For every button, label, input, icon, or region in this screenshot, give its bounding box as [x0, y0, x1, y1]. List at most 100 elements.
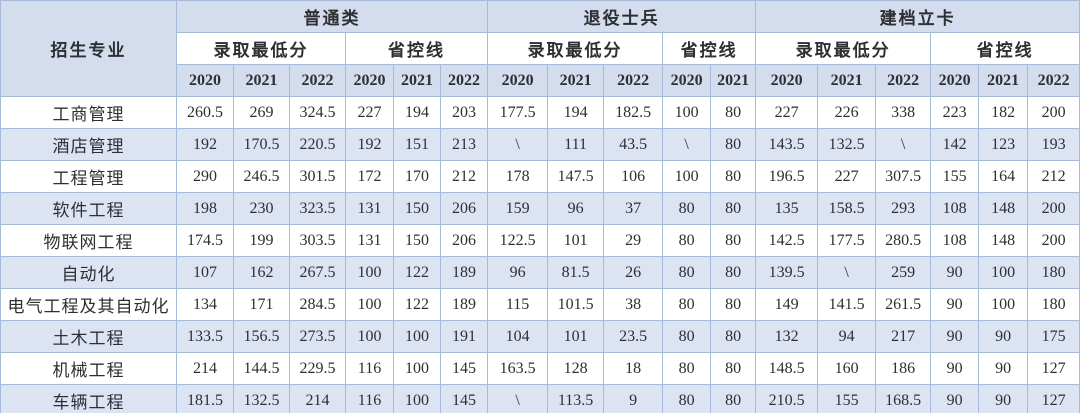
- score-cell: 160: [817, 352, 877, 385]
- score-cell: 180: [1027, 256, 1080, 289]
- score-cell: 90: [978, 352, 1029, 385]
- score-cell: 267.5: [289, 256, 346, 289]
- score-cell: 180: [1027, 288, 1080, 321]
- score-cell: 101.5: [547, 288, 605, 321]
- score-cell: 80: [662, 384, 712, 413]
- year-header: 2022: [439, 64, 489, 97]
- score-cell: 43.5: [603, 128, 664, 161]
- major-cell: 电气工程及其自动化: [0, 288, 177, 321]
- score-cell: 227: [345, 96, 394, 129]
- score-cell: 220.5: [289, 128, 346, 161]
- score-cell: 80: [662, 288, 712, 321]
- score-cell: 80: [710, 96, 757, 129]
- score-cell: 206: [439, 224, 489, 257]
- score-cell: \: [817, 256, 877, 289]
- score-cell: 143.5: [755, 128, 819, 161]
- table-row: 酒店管理 192 170.5 220.5 192 151 213 \ 111 43.5 \ 80 143…: [0, 128, 1080, 161]
- score-cell: 150: [393, 192, 441, 225]
- table-row: 工程管理 290 246.5 301.5 172 170 212 178 147.5 106 100…: [0, 160, 1080, 193]
- score-cell: 80: [710, 320, 757, 353]
- score-cell: 155: [930, 160, 980, 193]
- score-cell: 181.5: [176, 384, 234, 413]
- subheader-min-score: 录取最低分: [487, 32, 664, 65]
- score-cell: 131: [345, 224, 394, 257]
- score-cell: 148: [978, 224, 1029, 257]
- score-cell: 199: [233, 224, 290, 257]
- score-cell: 90: [978, 384, 1029, 413]
- score-cell: 115: [487, 288, 549, 321]
- score-cell: 223: [930, 96, 980, 129]
- score-cell: 141.5: [817, 288, 877, 321]
- major-cell: 工程管理: [0, 160, 177, 193]
- score-cell: 212: [439, 160, 489, 193]
- score-cell: 37: [603, 192, 664, 225]
- score-cell: 80: [710, 288, 757, 321]
- score-cell: 307.5: [875, 160, 932, 193]
- year-header: 2020: [930, 64, 980, 97]
- score-cell: 23.5: [603, 320, 664, 353]
- score-cell: 230: [233, 192, 290, 225]
- score-cell: 214: [176, 352, 234, 385]
- group-header-general: 普通类: [175, 0, 489, 33]
- score-cell: 80: [710, 256, 757, 289]
- score-cell: 246.5: [233, 160, 290, 193]
- year-header-row: 2020 2021 2022 2020 2021 2022 2020 2021 …: [1, 64, 1080, 97]
- score-cell: 90: [930, 384, 980, 413]
- score-cell: 172: [345, 160, 394, 193]
- score-cell: 158.5: [817, 192, 877, 225]
- subheader-control-line: 省控线: [930, 32, 1080, 65]
- year-header: 2022: [603, 64, 664, 97]
- score-cell: 214: [289, 384, 346, 413]
- score-cell: 107: [176, 256, 234, 289]
- score-cell: 156.5: [233, 320, 290, 353]
- score-cell: 100: [393, 320, 441, 353]
- score-cell: 338: [875, 96, 932, 129]
- score-cell: 80: [662, 256, 712, 289]
- score-cell: 90: [978, 320, 1029, 353]
- score-cell: 170: [393, 160, 441, 193]
- score-cell: 261.5: [875, 288, 932, 321]
- score-cell: 193: [1027, 128, 1080, 161]
- year-header: 2022: [1027, 64, 1080, 97]
- score-cell: 273.5: [289, 320, 346, 353]
- score-cell: 90: [930, 320, 980, 353]
- score-cell: 269: [233, 96, 290, 129]
- score-cell: 227: [817, 160, 877, 193]
- score-cell: 96: [547, 192, 605, 225]
- score-cell: 178: [487, 160, 549, 193]
- score-cell: 127: [1027, 352, 1080, 385]
- score-cell: 142.5: [755, 224, 819, 257]
- score-cell: 26: [603, 256, 664, 289]
- major-cell: 自动化: [0, 256, 177, 289]
- score-cell: 210.5: [755, 384, 819, 413]
- table-row: 物联网工程 174.5 199 303.5 131 150 206 122.5 101 29 80 8…: [0, 224, 1080, 257]
- score-cell: 290: [176, 160, 234, 193]
- year-header: 2020: [755, 64, 819, 97]
- score-cell: 100: [345, 256, 394, 289]
- score-cell: 135: [755, 192, 819, 225]
- score-cell: 100: [345, 288, 394, 321]
- year-header: 2021: [547, 64, 605, 97]
- subheader-row: 录取最低分 省控线 录取最低分 省控线 录取最低分 省控线: [1, 32, 1080, 65]
- score-cell: 284.5: [289, 288, 346, 321]
- table-row: 土木工程 133.5 156.5 273.5 100 100 191 104 101 23.5 80…: [0, 320, 1080, 353]
- group-header-row: 招生专业 普通类 退役士兵 建档立卡: [0, 0, 1080, 97]
- score-cell: 111: [547, 128, 605, 161]
- score-cell: 18: [603, 352, 664, 385]
- score-cell: \: [875, 128, 932, 161]
- score-cell: 170.5: [233, 128, 290, 161]
- score-cell: 200: [1027, 224, 1080, 257]
- score-cell: 163.5: [487, 352, 549, 385]
- score-cell: 80: [710, 352, 757, 385]
- group-header-registered-poor: 建档立卡: [755, 0, 1080, 33]
- score-cell: 260.5: [176, 96, 234, 129]
- score-cell: 162: [233, 256, 290, 289]
- year-header: 2021: [393, 64, 441, 97]
- score-cell: 192: [176, 128, 234, 161]
- score-cell: 145: [439, 384, 489, 413]
- score-cell: 164: [978, 160, 1029, 193]
- score-cell: 148.5: [755, 352, 819, 385]
- score-cell: 94: [817, 320, 877, 353]
